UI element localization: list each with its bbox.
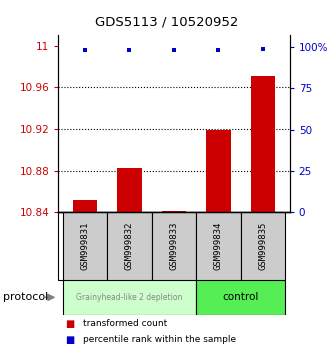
Text: Grainyhead-like 2 depletion: Grainyhead-like 2 depletion: [76, 293, 183, 302]
Text: GSM999834: GSM999834: [214, 222, 223, 270]
Bar: [162, 211, 186, 212]
Text: GSM999833: GSM999833: [169, 222, 178, 270]
Bar: [117, 168, 142, 212]
Text: protocol: protocol: [3, 292, 49, 302]
Bar: [107, 212, 152, 280]
Bar: [63, 212, 107, 280]
Bar: [63, 280, 196, 315]
Text: control: control: [222, 292, 259, 302]
Bar: [73, 200, 97, 212]
Text: GSM999831: GSM999831: [81, 222, 90, 270]
Bar: [251, 76, 275, 212]
Text: percentile rank within the sample: percentile rank within the sample: [83, 335, 236, 344]
Text: transformed count: transformed count: [83, 319, 167, 329]
Bar: [196, 280, 285, 315]
Bar: [206, 130, 231, 212]
Bar: [196, 212, 241, 280]
Text: GSM999835: GSM999835: [258, 222, 267, 270]
Text: GSM999832: GSM999832: [125, 222, 134, 270]
Bar: [152, 212, 196, 280]
Bar: [241, 212, 285, 280]
Text: ■: ■: [65, 319, 74, 329]
Text: ■: ■: [65, 335, 74, 345]
Text: GDS5113 / 10520952: GDS5113 / 10520952: [95, 16, 238, 29]
